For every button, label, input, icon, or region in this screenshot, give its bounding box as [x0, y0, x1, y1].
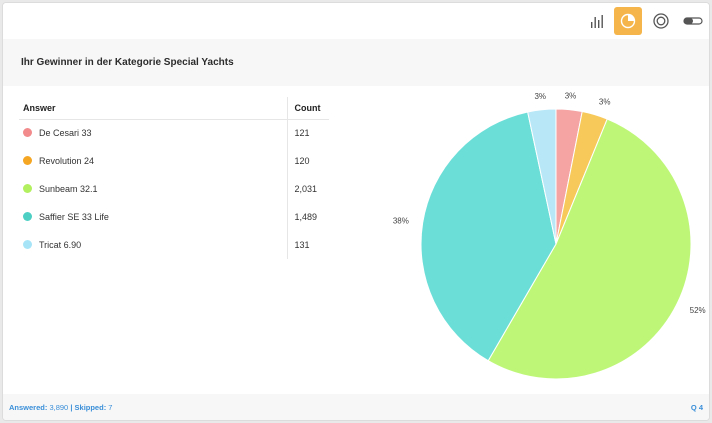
pie-chart-icon	[620, 13, 636, 29]
answer-cell: Revolution 24	[19, 147, 287, 175]
answer-cell: Sunbeam 32.1	[19, 175, 287, 203]
legend-swatch	[23, 156, 32, 165]
pie-slice[interactable]	[487, 118, 692, 380]
pie-slice-label: 52%	[690, 306, 706, 315]
table-header-row: Answer Count	[19, 97, 329, 120]
table-row: Sunbeam 32.1 2,031	[19, 175, 329, 203]
answer-label: De Cesari 33	[39, 128, 92, 139]
pie-chart-button[interactable]	[614, 7, 642, 35]
pie-slice-label: 3%	[599, 97, 611, 106]
answer-cell: Saffier SE 33 Life	[19, 203, 287, 231]
count-cell: 121	[286, 119, 329, 147]
bar-chart-button[interactable]	[583, 7, 611, 35]
donut-chart-icon	[653, 13, 669, 29]
results-table: Answer Count De Cesari 33 121 Revolution…	[19, 97, 329, 259]
count-cell: 131	[286, 231, 329, 259]
question-number[interactable]: Q 4	[690, 402, 703, 412]
bar-chart-icon	[591, 15, 603, 28]
table-row: De Cesari 33 121	[19, 119, 329, 147]
pie-chart-container: 3% 3% 52% 38% 3%	[373, 87, 709, 391]
pie-slice-label: 3%	[565, 92, 577, 101]
results-table-wrap: Answer Count De Cesari 33 121 Revolution…	[19, 97, 329, 259]
toggle-button[interactable]	[679, 7, 707, 35]
legend-swatch	[23, 240, 32, 249]
count-cell: 2,031	[286, 175, 329, 203]
pie-slice-label: 38%	[393, 217, 409, 226]
question-title: Ihr Gewinner in der Kategorie Special Ya…	[21, 57, 234, 68]
skipped-label: Skipped:	[74, 402, 107, 412]
answer-label: Revolution 24	[39, 156, 95, 166]
answered-label: Answered:	[9, 402, 48, 412]
toolbar	[3, 3, 709, 39]
footer-bar: Answered: 3,890 | Skipped: 7 Q 4	[3, 394, 709, 420]
answered-count: 3,890	[49, 402, 69, 412]
legend-swatch	[23, 184, 32, 193]
count-cell: 120	[286, 147, 329, 175]
table-row: Saffier SE 33 Life 1,489	[19, 203, 329, 231]
pie-chart: 3% 3% 52% 38% 3%	[393, 92, 706, 380]
legend-swatch	[23, 128, 32, 138]
pie-slice[interactable]	[420, 111, 557, 362]
table-row: Revolution 24 120	[19, 147, 329, 175]
question-title-bar: Ihr Gewinner in der Kategorie Special Ya…	[3, 39, 709, 86]
table-row: Tricat 6.90 131	[19, 231, 329, 259]
count-cell: 1,489	[286, 203, 329, 231]
toggle-icon	[683, 17, 703, 25]
count-column-header: Count	[286, 97, 329, 120]
skipped-count: 7	[108, 402, 113, 412]
answer-cell: De Cesari 33	[19, 119, 287, 147]
answer-label: Sunbeam 32.1	[39, 184, 98, 194]
donut-chart-button[interactable]	[647, 7, 675, 35]
response-summary: Answered: 3,890 | Skipped: 7	[9, 403, 112, 412]
summary-separator: |	[70, 402, 73, 412]
answer-label: Tricat 6.90	[39, 240, 82, 250]
answer-column-header: Answer	[19, 97, 287, 120]
pie-slice-label: 3%	[534, 92, 546, 101]
legend-swatch	[23, 212, 32, 221]
answer-cell: Tricat 6.90	[19, 231, 287, 259]
pie-slice[interactable]	[527, 108, 557, 245]
answer-label: Saffier SE 33 Life	[39, 212, 109, 222]
